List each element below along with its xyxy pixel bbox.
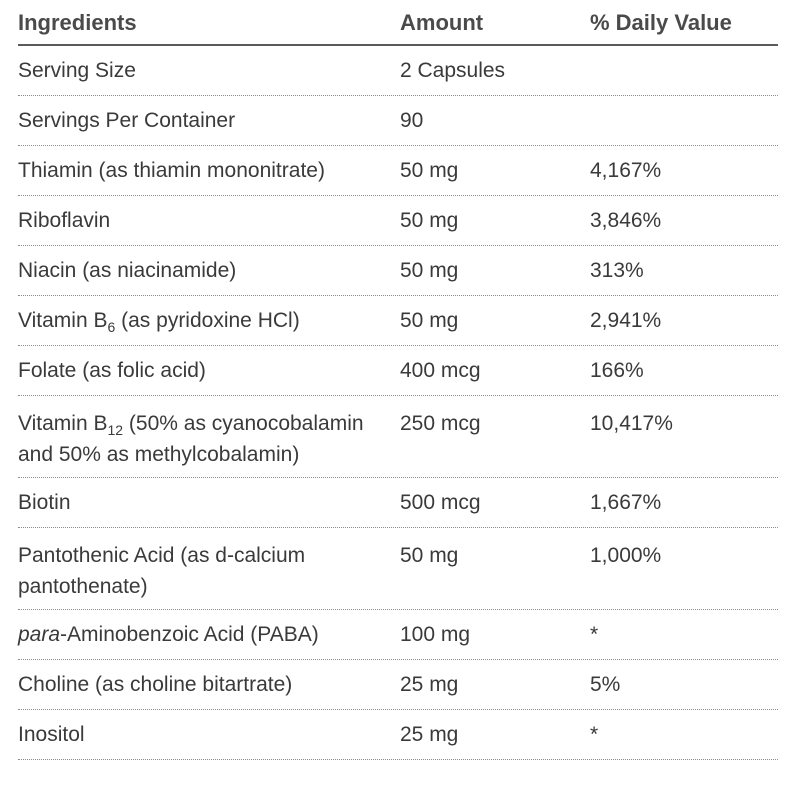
ingredient-italic-prefix: para bbox=[18, 623, 61, 646]
header-ingredients: Ingredients bbox=[18, 9, 137, 35]
table-row: Serving Size 2 Capsules bbox=[18, 46, 778, 96]
daily-value-cell: 166% bbox=[590, 359, 644, 382]
ingredient-prefix: Vitamin B bbox=[18, 412, 108, 435]
amount-cell: 25 mg bbox=[400, 723, 459, 746]
ingredient-suffix: -Aminobenzoic Acid (PABA) bbox=[60, 623, 319, 646]
table-header: Ingredients Amount % Daily Value bbox=[18, 0, 778, 46]
table-row: Servings Per Container 90 bbox=[18, 96, 778, 146]
ingredient-cell: Thiamin (as thiamin mononitrate) bbox=[18, 159, 325, 182]
amount-cell: 25 mg bbox=[400, 673, 459, 696]
ingredient-cell: Vitamin B12 (50% as cyanocobalamin and 5… bbox=[18, 396, 400, 470]
daily-value-cell: * bbox=[590, 723, 599, 746]
ingredient-cell: Servings Per Container bbox=[18, 109, 236, 132]
daily-value-cell: 1,667% bbox=[590, 491, 662, 514]
ingredient-prefix: Vitamin B bbox=[18, 309, 108, 332]
ingredient-cell: Niacin (as niacinamide) bbox=[18, 259, 237, 282]
table-row: Niacin (as niacinamide) 50 mg 313% bbox=[18, 246, 778, 296]
table-row: Choline (as choline bitartrate) 25 mg 5% bbox=[18, 660, 778, 710]
ingredient-cell: Pantothenic Acid (as d-calcium pantothen… bbox=[18, 544, 306, 598]
daily-value-cell: 10,417% bbox=[590, 412, 673, 435]
daily-value-cell: 4,167% bbox=[590, 159, 662, 182]
amount-cell: 100 mg bbox=[400, 623, 471, 646]
amount-cell: 50 mg bbox=[400, 159, 459, 182]
daily-value-cell: 313% bbox=[590, 259, 644, 282]
amount-cell: 50 mg bbox=[400, 309, 459, 332]
amount-cell: 50 mg bbox=[400, 259, 459, 282]
header-daily-value: % Daily Value bbox=[590, 9, 732, 35]
ingredient-cell: Inositol bbox=[18, 723, 85, 746]
ingredient-subscript: 12 bbox=[107, 422, 124, 438]
ingredient-suffix: (50% as cyanocobalamin and 50% as methyl… bbox=[18, 412, 364, 466]
daily-value-cell: * bbox=[590, 623, 599, 646]
ingredient-cell: Riboflavin bbox=[18, 209, 111, 232]
ingredient-cell: Serving Size bbox=[18, 59, 136, 82]
daily-value-cell: 2,941% bbox=[590, 309, 662, 332]
header-amount: Amount bbox=[400, 9, 484, 35]
table-row: Riboflavin 50 mg 3,846% bbox=[18, 196, 778, 246]
nutrition-table: Ingredients Amount % Daily Value Serving… bbox=[18, 0, 778, 760]
amount-cell: 400 mcg bbox=[400, 359, 481, 382]
table-row: Thiamin (as thiamin mononitrate) 50 mg 4… bbox=[18, 146, 778, 196]
amount-cell: 50 mg bbox=[400, 544, 459, 567]
ingredient-cell: Folate (as folic acid) bbox=[18, 359, 206, 382]
ingredient-cell: para-Aminobenzoic Acid (PABA) bbox=[18, 619, 400, 650]
daily-value-cell: 1,000% bbox=[590, 544, 662, 567]
amount-cell: 90 bbox=[400, 109, 424, 132]
table-row: para-Aminobenzoic Acid (PABA) 100 mg * bbox=[18, 610, 778, 660]
ingredient-subscript: 6 bbox=[107, 319, 116, 335]
table-row: Vitamin B12 (50% as cyanocobalamin and 5… bbox=[18, 396, 778, 478]
amount-cell: 250 mcg bbox=[400, 412, 481, 435]
amount-cell: 2 Capsules bbox=[400, 59, 506, 82]
amount-cell: 50 mg bbox=[400, 209, 459, 232]
amount-cell: 500 mcg bbox=[400, 491, 481, 514]
ingredient-cell: Vitamin B6 (as pyridoxine HCl) bbox=[18, 305, 400, 336]
table-row: Biotin 500 mcg 1,667% bbox=[18, 478, 778, 528]
table-row: Vitamin B6 (as pyridoxine HCl) 50 mg 2,9… bbox=[18, 296, 778, 346]
ingredient-cell: Choline (as choline bitartrate) bbox=[18, 673, 293, 696]
table-row: Pantothenic Acid (as d-calcium pantothen… bbox=[18, 528, 778, 610]
ingredient-cell: Biotin bbox=[18, 491, 71, 514]
table-row: Folate (as folic acid) 400 mcg 166% bbox=[18, 346, 778, 396]
daily-value-cell: 5% bbox=[590, 673, 621, 696]
table-row: Inositol 25 mg * bbox=[18, 710, 778, 760]
daily-value-cell: 3,846% bbox=[590, 209, 662, 232]
ingredient-suffix: (as pyridoxine HCl) bbox=[115, 309, 300, 332]
